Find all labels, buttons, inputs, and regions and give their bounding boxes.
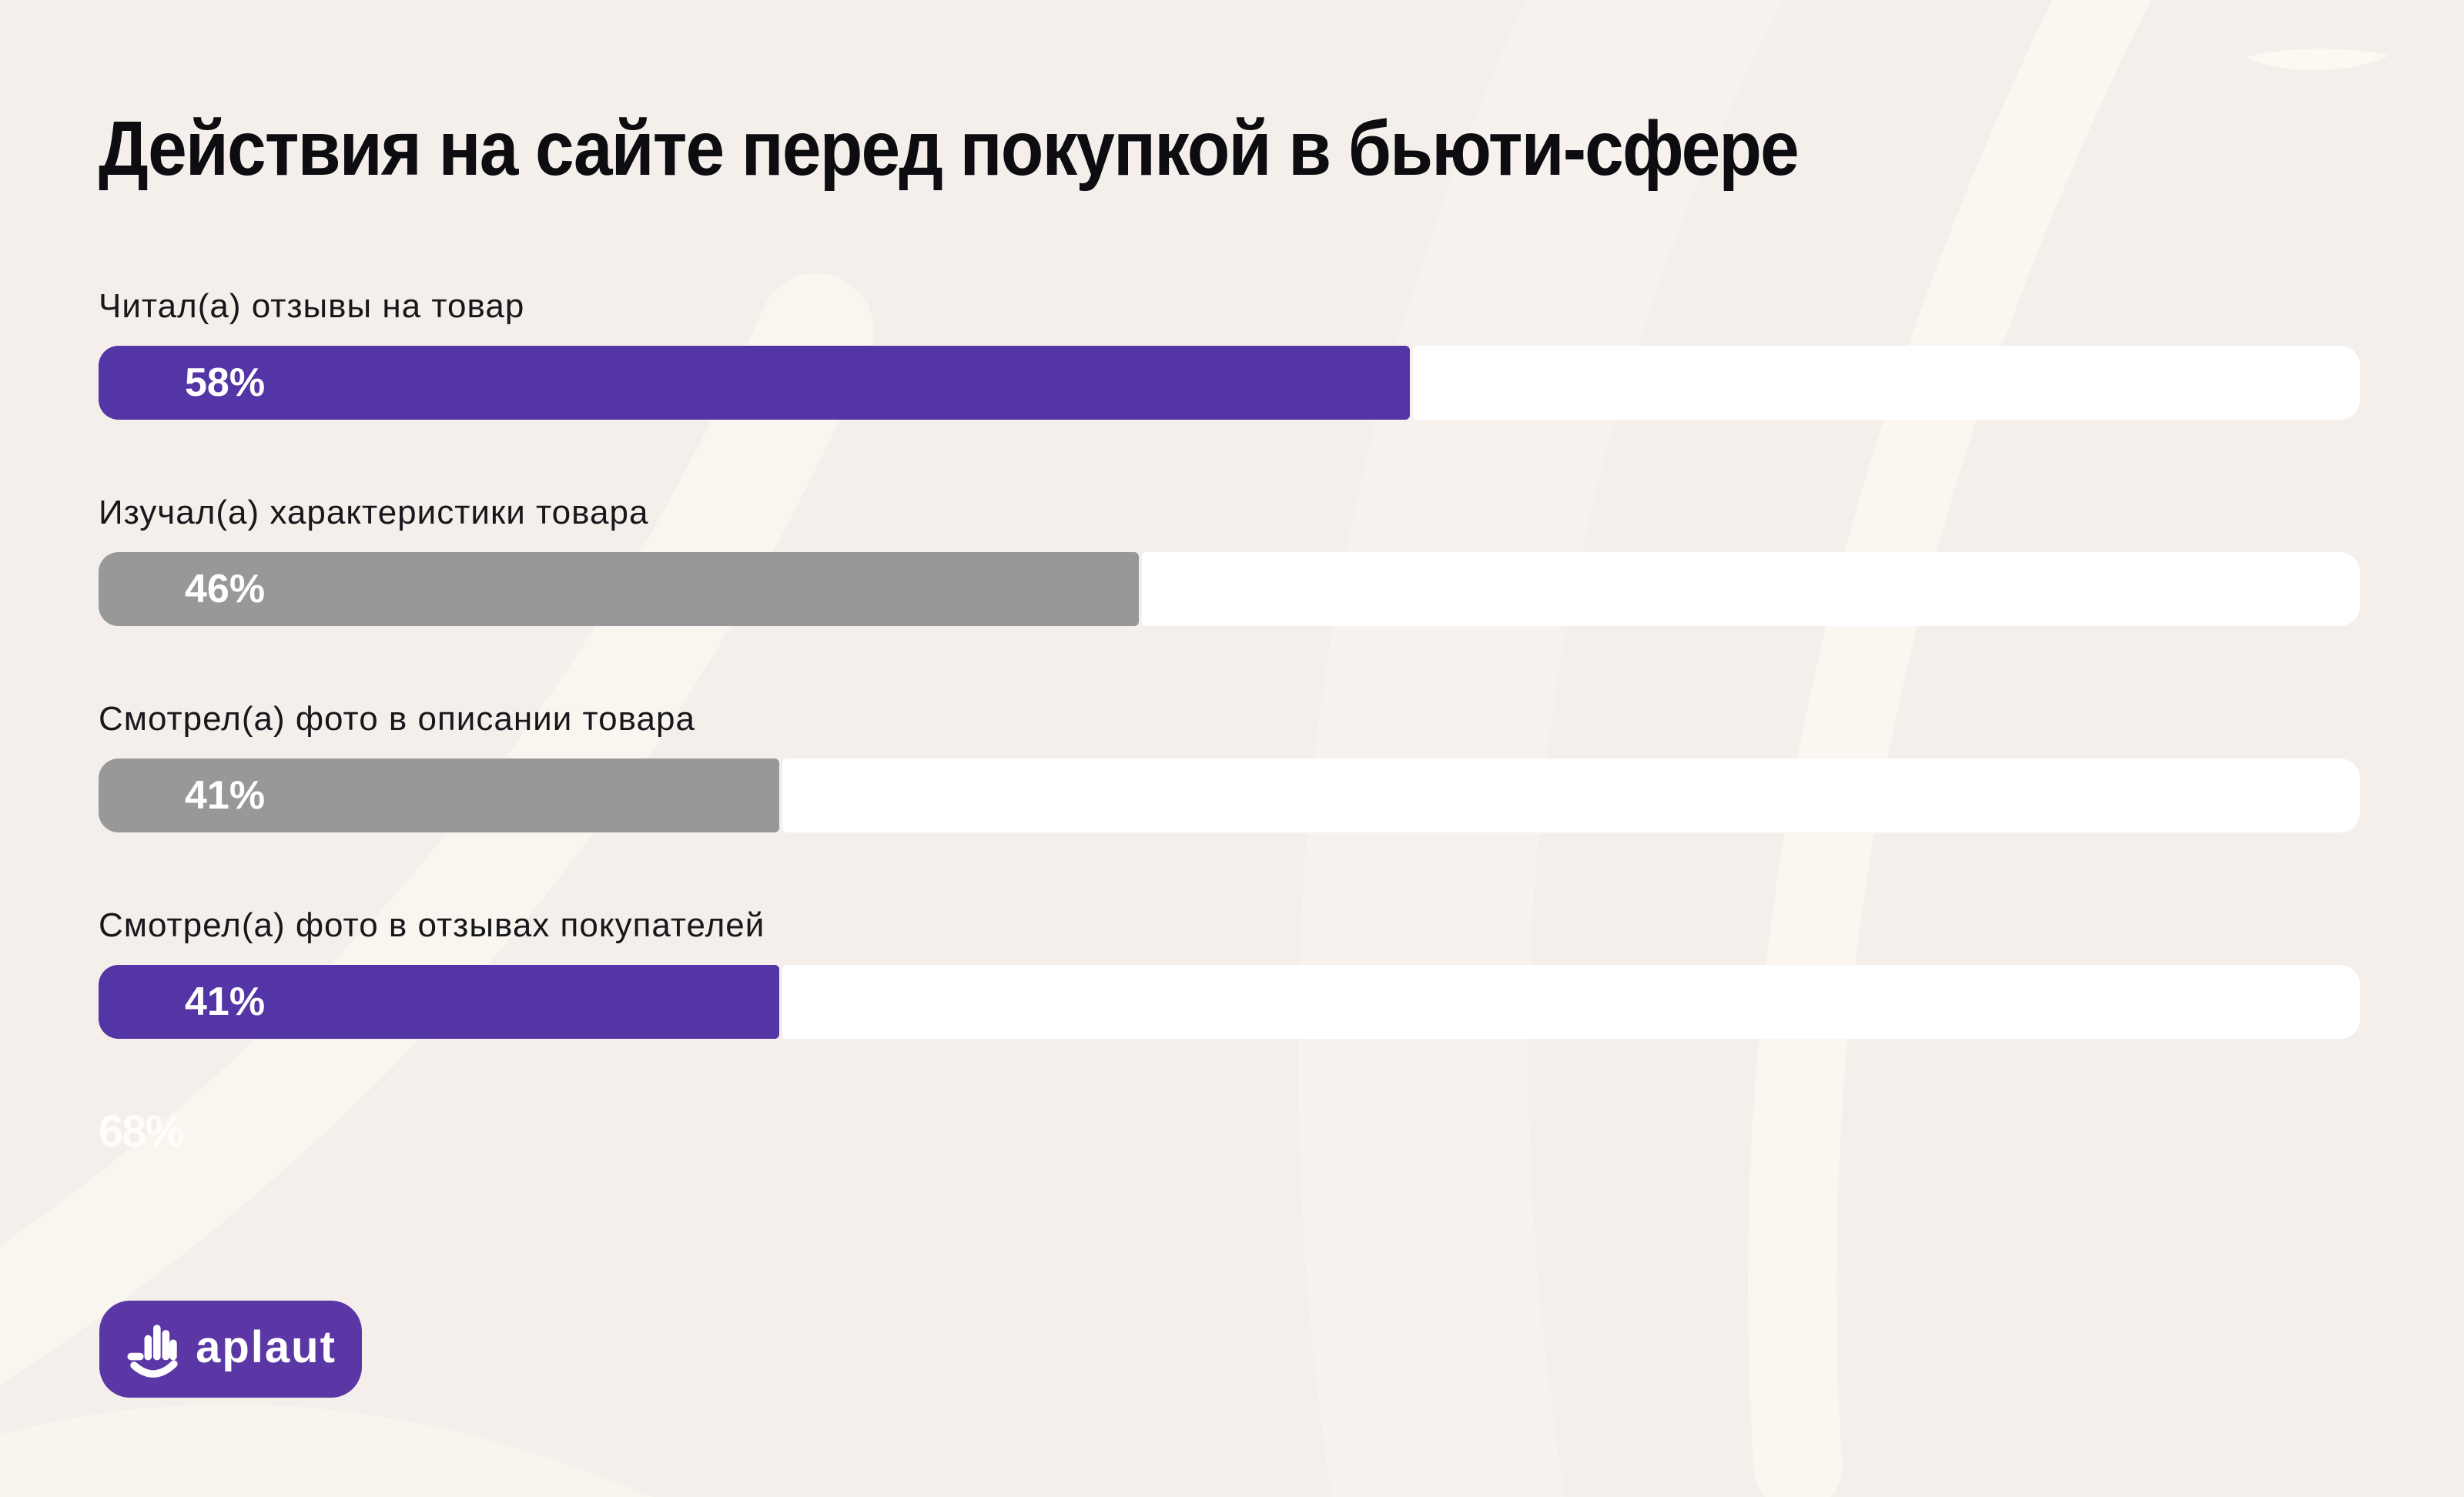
bar-fill: 58%	[99, 345, 1411, 420]
bar-label: Изучал(а) характеристики товара	[99, 494, 649, 531]
bar-label: Смотрел(а) фото в отзывах покупателей	[99, 906, 765, 944]
bar-label: Смотрел(а) фото в описании товара	[99, 700, 695, 738]
bar-value-label: 41%	[185, 979, 266, 1024]
bar-track: 58%	[99, 345, 2360, 420]
bar-row: Смотрел(а) фото в отзывах покупателей 41%	[99, 906, 2360, 1039]
bar-track: 41%	[99, 964, 2360, 1039]
bar-row: Смотрел(а) фото в описании товара 41%	[99, 699, 2360, 832]
bar-track-remainder	[1413, 345, 2360, 420]
bar-row: Изучал(а) характеристики товара 46%	[99, 493, 2360, 626]
bar-track: 41%	[99, 758, 2360, 832]
aplaut-wordmark: aplaut	[196, 1322, 336, 1372]
bar-track: 46%	[99, 551, 2360, 626]
bar-value-label: 58%	[185, 360, 266, 405]
bar-fill: 46%	[99, 551, 1140, 626]
aplaut-hand-icon	[127, 1325, 178, 1378]
bar-fill: 41%	[99, 964, 780, 1039]
ghost-value-label: 68%	[99, 1107, 185, 1157]
bar-label: Читал(а) отзывы на товар	[99, 287, 525, 325]
bar-track-remainder	[1142, 551, 2360, 626]
bar-row: Читал(а) отзывы на товар 58%	[99, 286, 2360, 420]
bar-track-remainder	[782, 964, 2360, 1039]
bar-fill: 41%	[99, 758, 780, 832]
aplaut-logo-badge: aplaut	[99, 1301, 362, 1398]
bar-track-remainder	[782, 758, 2360, 832]
chart-title: Действия на сайте перед покупкой в бьюти…	[99, 105, 1799, 192]
bar-value-label: 46%	[185, 566, 266, 611]
bar-value-label: 41%	[185, 772, 266, 818]
